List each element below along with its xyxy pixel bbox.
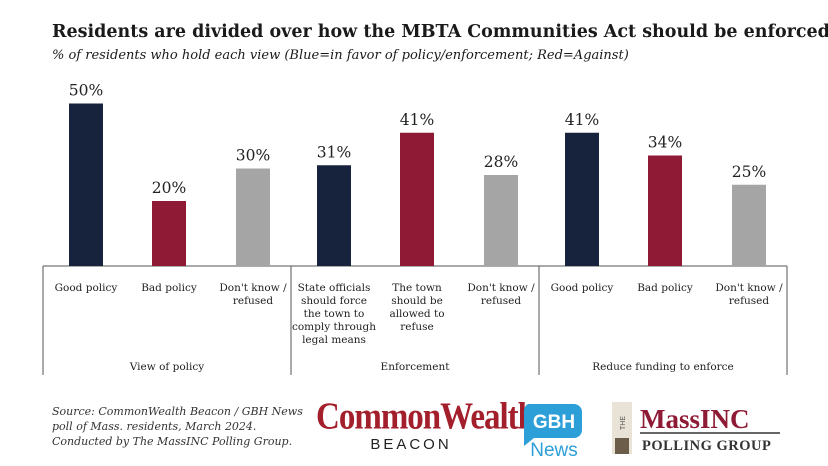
category-label: Don't know / refused: [219, 282, 287, 307]
data-label: 28%: [484, 153, 518, 171]
category-label: Bad policy: [141, 282, 197, 294]
news-wordmark: News: [530, 440, 578, 460]
group-label: Reduce funding to enforce: [592, 361, 734, 373]
group-label: View of policy: [129, 361, 204, 373]
source-line-3: Conducted by The MassINC Polling Group.: [52, 435, 293, 448]
source-note: Source: CommonWealth Beacon / GBH News p…: [52, 404, 303, 449]
category-label: Good policy: [55, 282, 118, 294]
bar-against: [400, 132, 434, 266]
massinc-logo: THE MassINC POLLING GROUP: [612, 402, 780, 454]
group-label: Enforcement: [381, 361, 451, 373]
bar-chart: 50% Good policy 20% Bad policy 30% Don't know…: [42, 82, 788, 375]
chart-subtitle: % of residents who hold each view (Blue=…: [52, 48, 629, 63]
commonwealth-beacon-logo: CommonWealth BEACON: [316, 396, 536, 453]
bar-against: [648, 155, 682, 266]
massinc-wordmark: MassINC: [640, 404, 750, 434]
category-label: Good policy: [551, 282, 614, 294]
gbh-news-logo: GBH News: [523, 404, 582, 460]
polling-group-wordmark: POLLING GROUP: [642, 438, 771, 454]
bar-favor: [69, 103, 103, 266]
data-label: 20%: [152, 179, 186, 197]
commonwealth-wordmark: CommonWealth: [316, 396, 536, 438]
bar-against: [152, 201, 186, 266]
data-label: 25%: [732, 163, 766, 181]
data-label: 30%: [236, 147, 270, 165]
beacon-wordmark: BEACON: [370, 436, 452, 453]
data-label: 50%: [69, 82, 103, 100]
source-line-1: Source: CommonWealth Beacon / GBH News: [52, 405, 303, 418]
bar-favor: [317, 165, 351, 266]
the-wordmark: THE: [620, 416, 627, 430]
bar-neutral: [484, 175, 518, 266]
data-label: 34%: [648, 134, 682, 152]
category-label: Bad policy: [637, 282, 693, 294]
category-label: The town should be allowed to refuse: [389, 282, 444, 333]
bar-neutral: [236, 168, 270, 266]
source-line-2: poll of Mass. residents, March 2024.: [52, 420, 257, 433]
data-label: 31%: [317, 143, 351, 161]
data-label: 41%: [565, 111, 599, 129]
category-label: Don't know / refused: [715, 282, 783, 307]
gbh-wordmark: GBH: [533, 412, 575, 433]
bar-neutral: [732, 184, 766, 266]
category-label: State officials should force the town to co…: [292, 282, 376, 346]
category-label: Don't know / refused: [467, 282, 535, 307]
bar-favor: [565, 132, 599, 266]
data-label: 41%: [400, 111, 434, 129]
chart-title: Residents are divided over how the MBTA …: [52, 22, 828, 42]
